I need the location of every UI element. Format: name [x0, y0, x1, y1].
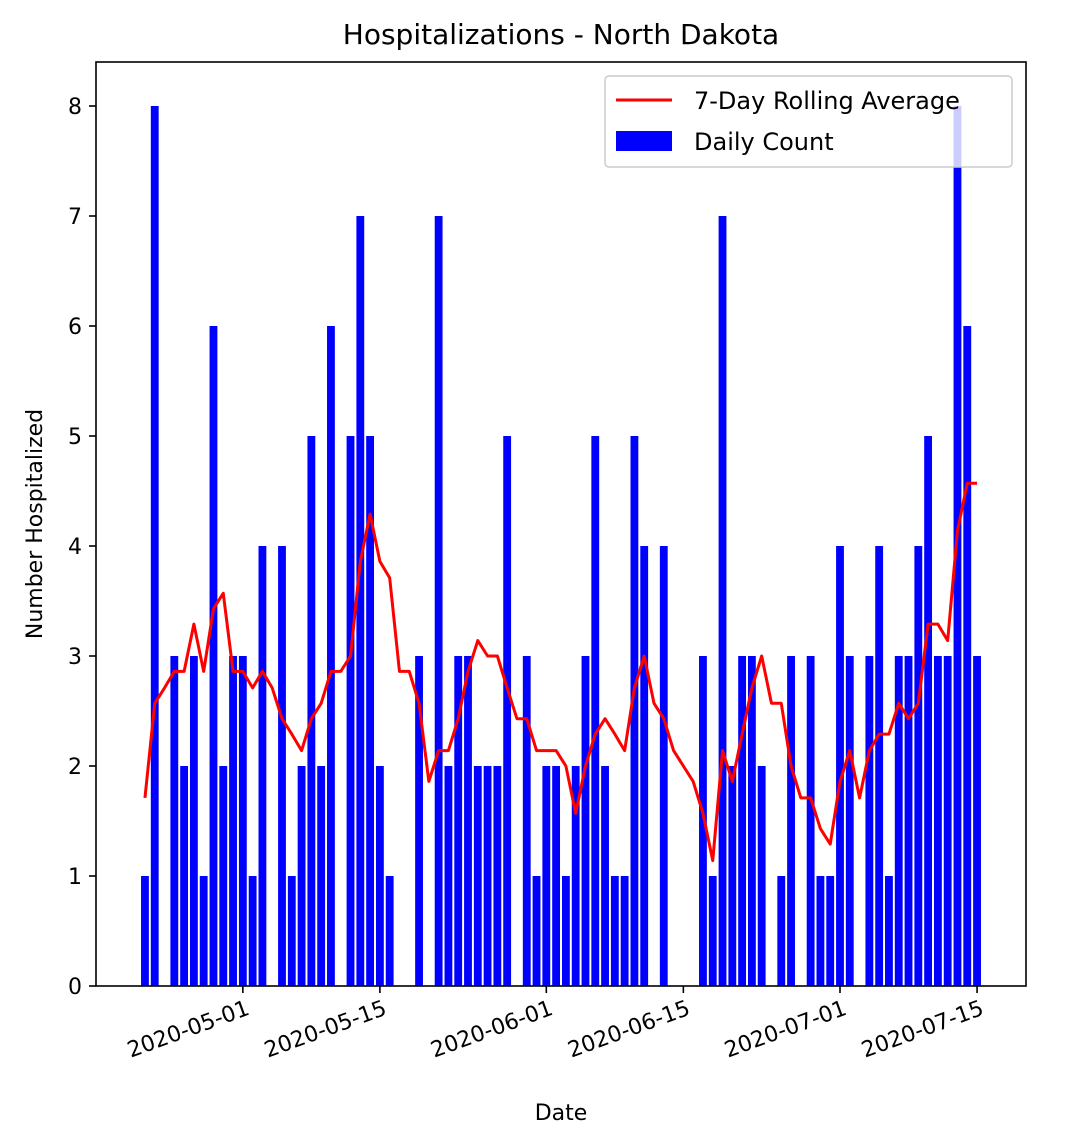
- bar: [366, 436, 375, 986]
- bar: [738, 656, 747, 986]
- y-tick-label: 3: [68, 645, 82, 670]
- bar: [865, 656, 874, 986]
- y-tick-label: 8: [68, 95, 82, 120]
- bar: [894, 656, 903, 986]
- bar: [444, 766, 453, 986]
- bar: [473, 766, 482, 986]
- legend-label-rolling-average: 7-Day Rolling Average: [694, 87, 960, 115]
- chart-title: Hospitalizations - North Dakota: [343, 18, 779, 51]
- y-tick-label: 2: [68, 755, 82, 780]
- bar: [757, 766, 766, 986]
- bar: [885, 876, 893, 986]
- bar: [787, 656, 795, 986]
- bar: [327, 326, 335, 986]
- bar: [963, 326, 972, 986]
- bar: [728, 766, 737, 986]
- bar: [434, 216, 443, 986]
- bar: [816, 876, 825, 986]
- bar: [552, 766, 561, 986]
- bar: [943, 656, 952, 986]
- bar: [561, 876, 570, 986]
- bar: [238, 656, 247, 986]
- legend: 7-Day Rolling Average Daily Count: [604, 75, 1013, 168]
- bar: [170, 656, 179, 986]
- bar: [219, 766, 228, 986]
- bar: [924, 436, 933, 986]
- bar: [317, 766, 326, 986]
- bar: [199, 876, 208, 986]
- bar: [307, 436, 316, 986]
- bar: [493, 766, 502, 986]
- x-axis-title: Date: [535, 1101, 588, 1126]
- bar: [415, 656, 423, 986]
- y-tick-label: 4: [68, 535, 82, 560]
- bar: [620, 876, 629, 986]
- bar: [356, 216, 365, 986]
- bar: [591, 436, 600, 986]
- bar: [845, 656, 854, 986]
- bar: [522, 656, 531, 986]
- legend-label-daily-count: Daily Count: [694, 128, 834, 156]
- y-tick-label: 7: [68, 205, 82, 230]
- bar: [659, 546, 668, 986]
- bar: [718, 216, 727, 986]
- bar: [699, 656, 707, 986]
- y-tick-label: 5: [68, 425, 82, 450]
- bar: [278, 546, 286, 986]
- bar: [180, 766, 189, 986]
- bar: [375, 766, 384, 986]
- bar: [640, 546, 649, 986]
- bar: [248, 876, 257, 986]
- bar: [464, 656, 472, 986]
- y-tick-label: 6: [68, 315, 82, 340]
- bar: [150, 106, 159, 986]
- bar: [630, 436, 639, 986]
- bar: [297, 766, 306, 986]
- bar: [836, 546, 844, 986]
- rolling-average-line: [143, 481, 978, 863]
- y-axis-title: Number Hospitalized: [23, 409, 48, 639]
- bar: [503, 436, 512, 986]
- bar: [532, 876, 541, 986]
- bar: [904, 656, 913, 986]
- bar: [258, 546, 267, 986]
- bar: [483, 766, 492, 986]
- legend-box: [604, 75, 1013, 168]
- bar: [610, 876, 619, 986]
- bar: [933, 656, 942, 986]
- bar: [385, 876, 394, 986]
- bar: [571, 766, 580, 986]
- bar: [581, 656, 590, 986]
- bar: [875, 546, 884, 986]
- y-tick-label: 1: [68, 865, 82, 890]
- legend-bar-swatch: [616, 131, 672, 151]
- y-tick-label: 0: [68, 975, 82, 1000]
- bar: [914, 546, 923, 986]
- bar: [747, 656, 756, 986]
- bar: [287, 876, 296, 986]
- bar: [542, 766, 551, 986]
- bar: [601, 766, 609, 986]
- bar: [189, 656, 198, 986]
- bar: [973, 656, 981, 986]
- rolling-average-layer: [143, 481, 978, 863]
- bar: [229, 656, 237, 986]
- bar: [806, 656, 815, 986]
- plot-frame: [95, 61, 1027, 987]
- bar: [826, 876, 835, 986]
- bar: [346, 436, 355, 986]
- bar: [141, 876, 149, 986]
- bar: [209, 326, 218, 986]
- bar: [454, 656, 463, 986]
- y-axis: 0 1 2 3 4 5 6 7 8: [68, 95, 96, 1000]
- bar: [777, 876, 786, 986]
- bar: [708, 876, 717, 986]
